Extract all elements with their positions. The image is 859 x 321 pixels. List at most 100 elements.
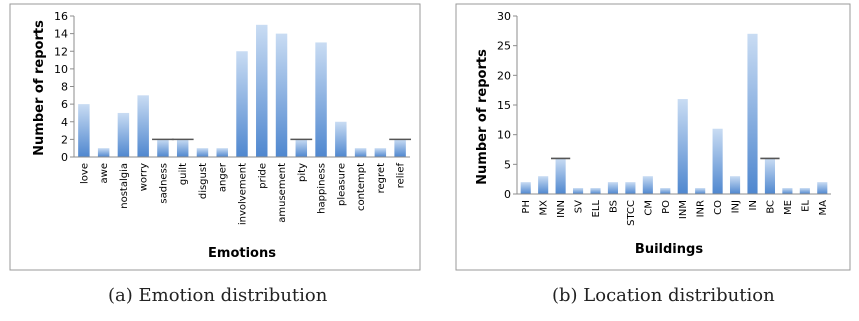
- y-tick-label: 10: [54, 63, 68, 76]
- x-tick-label: relief: [396, 163, 407, 189]
- x-tick-label: regret: [376, 163, 387, 193]
- x-tick-label: INM: [678, 200, 689, 219]
- bar-pride: [256, 24, 268, 157]
- x-tick-label: ME: [783, 200, 794, 215]
- y-tick-label: 25: [497, 40, 511, 53]
- y-axis-title: Number of reports: [32, 20, 47, 156]
- x-tick-label: pride: [257, 163, 268, 189]
- bar-worry: [137, 95, 149, 157]
- x-tick-label: INR: [696, 200, 707, 217]
- x-tick-label: anger: [218, 162, 229, 192]
- bar-pity: [295, 139, 308, 157]
- y-tick-label: 14: [54, 28, 68, 41]
- bars: [78, 24, 412, 157]
- x-tick-label: BS: [608, 200, 619, 213]
- x-tick-label: contempt: [356, 163, 367, 211]
- caption-emotion-distribution: (a) Emotion distribution: [108, 285, 328, 306]
- bar-relief: [394, 139, 406, 157]
- bars: [520, 33, 828, 194]
- x-tick-label: sadness: [158, 163, 169, 204]
- bar-happiness: [315, 42, 327, 157]
- x-axis-title: Emotions: [208, 246, 276, 261]
- bar-bs: [607, 182, 619, 194]
- y-tick-labels: 0 5 10 15 20 25 30: [497, 10, 517, 201]
- bar-love: [78, 104, 90, 157]
- x-tick-label: BC: [765, 200, 776, 214]
- x-tick-label: nostalgia: [119, 163, 130, 209]
- x-axis-title: Buildings: [635, 242, 703, 257]
- x-tick-label: worry: [139, 163, 150, 191]
- bar-ph: [520, 182, 531, 194]
- x-tick-label: MX: [539, 200, 550, 216]
- y-tick-label: 10: [497, 129, 511, 142]
- bar-inn: [555, 158, 566, 194]
- x-tick-label: PH: [521, 200, 532, 214]
- bar-in: [747, 33, 758, 194]
- bar-bc: [764, 158, 776, 194]
- bar-disgust: [196, 148, 209, 157]
- y-tick-labels: 0 2 4 6 8 10 12 14 16: [54, 10, 74, 164]
- bar-el: [799, 188, 810, 194]
- x-tick-label: pity: [297, 163, 308, 182]
- bar-awe: [97, 148, 110, 157]
- y-tick-label: 30: [497, 10, 511, 23]
- x-tick-label: SV: [574, 200, 585, 213]
- bar-sadness: [157, 139, 169, 157]
- bar-amusement: [275, 33, 288, 157]
- x-tick-label: pleasure: [336, 163, 347, 206]
- x-tick-label: PO: [661, 200, 672, 214]
- bar-ma: [817, 182, 828, 194]
- bar-inr: [695, 188, 706, 194]
- bar-po: [660, 188, 671, 194]
- bar-me: [782, 188, 793, 194]
- bar-involvement: [236, 51, 248, 157]
- bar-pleasure: [335, 121, 347, 157]
- bar-regret: [374, 148, 387, 157]
- bar-inm: [677, 99, 688, 194]
- x-tick-label: CO: [713, 200, 724, 215]
- x-tick-label: guilt: [178, 163, 189, 185]
- y-tick-label: 16: [54, 10, 68, 23]
- y-tick-label: 8: [61, 81, 68, 94]
- x-tick-labels: love awe nostalgia worry sadness guilt disgust…: [79, 162, 406, 225]
- bar-contempt: [354, 148, 367, 157]
- y-tick-label: 4: [61, 116, 68, 129]
- chart-frame: [9, 3, 421, 271]
- caption-location-distribution: (b) Location distribution: [552, 285, 775, 306]
- y-tick-label: 0: [61, 151, 68, 164]
- bar-cm: [642, 176, 653, 194]
- x-tick-label: awe: [99, 163, 110, 183]
- y-tick-label: 12: [54, 45, 68, 58]
- bar-guilt: [176, 139, 189, 157]
- x-tick-label: love: [79, 163, 90, 184]
- x-tick-label: amusement: [277, 163, 288, 223]
- x-tick-label: STCC: [626, 200, 637, 226]
- x-tick-label: MA: [818, 200, 829, 216]
- x-tick-label: disgust: [198, 163, 209, 199]
- x-tick-label: CM: [643, 200, 654, 216]
- chart-frame: [455, 3, 851, 271]
- location-chart: 0 5 10 15 20 25 30 PH MX INN SV ELL BS STCC CM PO INM IN…: [455, 3, 851, 271]
- x-tick-label: EL: [800, 200, 811, 212]
- bar-ell: [590, 188, 601, 194]
- y-tick-label: 0: [504, 188, 511, 201]
- bar-sv: [572, 188, 584, 194]
- bar-stcc: [625, 182, 636, 194]
- bar-anger: [216, 148, 228, 157]
- x-tick-label: happiness: [317, 163, 328, 214]
- emotion-chart: 0 2 4 6 8 10 12 14 16 love awe nostalgia worry sadne…: [9, 3, 421, 271]
- y-tick-label: 20: [497, 69, 511, 82]
- x-tick-labels: PH MX INN SV ELL BS STCC CM PO INM INR CO INJ IN BC ME E…: [521, 200, 829, 226]
- x-tick-label: involvement: [238, 163, 249, 225]
- x-tick-label: ELL: [591, 200, 602, 218]
- bar-nostalgia: [117, 112, 130, 157]
- x-tick-label: INJ: [731, 200, 742, 213]
- x-tick-label: IN: [748, 200, 759, 210]
- y-tick-label: 2: [61, 133, 68, 146]
- y-tick-label: 5: [504, 158, 511, 171]
- y-tick-label: 6: [61, 98, 68, 111]
- x-tick-label: INN: [556, 200, 567, 218]
- y-tick-label: 15: [497, 99, 511, 112]
- bar-mx: [538, 176, 549, 194]
